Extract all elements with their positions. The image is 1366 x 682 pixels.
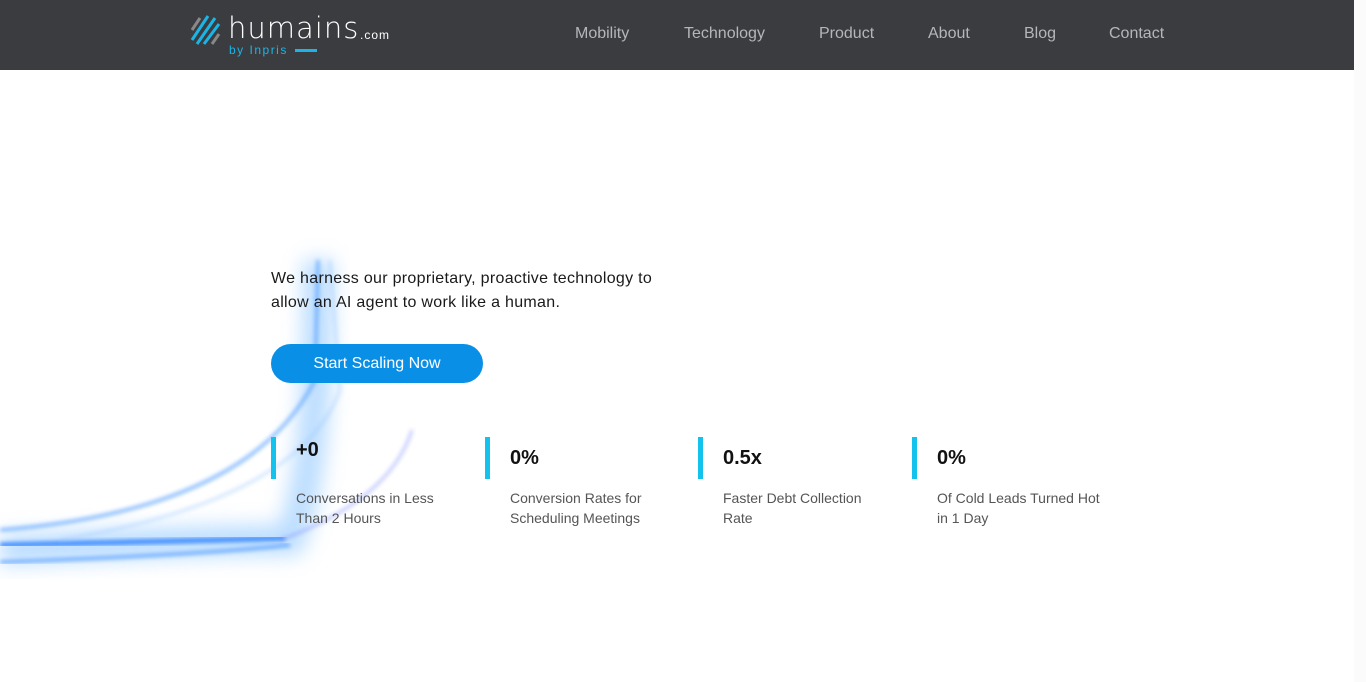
logo-suffix: .com — [360, 28, 391, 42]
nav-technology[interactable]: Technology — [684, 25, 765, 42]
logo-underline — [295, 49, 317, 52]
stat-label: Faster Debt Collection Rate — [723, 490, 862, 526]
nav-contact[interactable]: Contact — [1109, 25, 1165, 42]
logo-byline: by Inpris — [229, 43, 288, 57]
stat-value: 0% — [510, 447, 539, 469]
stat-accent-bar — [271, 437, 276, 479]
stat-label: Conversations in Less Than 2 Hours — [296, 490, 434, 526]
stat-value: 0% — [937, 447, 966, 469]
logo-wordmark: humains — [228, 11, 360, 45]
hero-tagline: We harness our proprietary, proactive te… — [271, 270, 653, 311]
nav-blog[interactable]: Blog — [1024, 25, 1057, 42]
site-header: humains .com by Inpris Mobility Technolo… — [0, 0, 1354, 70]
start-scaling-button[interactable]: Start Scaling Now — [271, 344, 483, 383]
logo[interactable]: humains .com by Inpris — [190, 11, 400, 58]
nav-product[interactable]: Product — [819, 25, 875, 42]
stat-accent-bar — [912, 437, 917, 479]
stat-label: Of Cold Leads Turned Hot in 1 Day — [937, 490, 1100, 526]
stat-value: +0 — [296, 439, 319, 461]
scrollbar[interactable] — [1354, 0, 1366, 682]
nav-mobility[interactable]: Mobility — [575, 25, 630, 42]
logo-stripes-icon — [190, 15, 221, 45]
stat-accent-bar — [698, 437, 703, 479]
stat-accent-bar — [485, 437, 490, 479]
stat-value: 0.5x — [723, 447, 762, 469]
stat-label: Conversion Rates for Scheduling Meetings — [510, 490, 642, 526]
nav-about[interactable]: About — [928, 25, 970, 42]
